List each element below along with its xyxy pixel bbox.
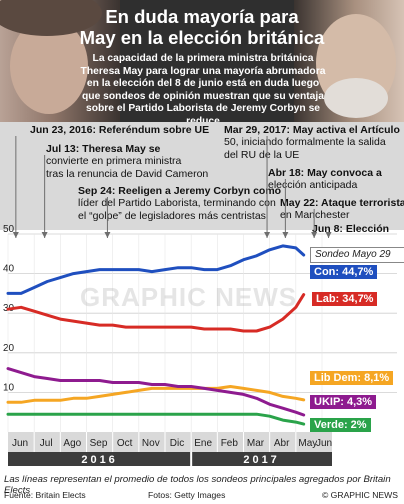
series-label-con: Con: 44,7%: [310, 265, 378, 279]
x-tick-label: Mar: [247, 438, 265, 449]
event-referendum: Jun 23, 2016: Referéndum sobre UE: [30, 124, 210, 136]
event-line: el “golpe” de legisladores más centrista…: [78, 209, 266, 222]
event-marker-arrow: [282, 232, 289, 238]
x-tick-label: Dic: [170, 438, 184, 449]
event-line: convierte en primera ministra: [46, 155, 182, 168]
x-tick-label: Jun: [12, 438, 28, 449]
brand-credit: © GRAPHIC NEWS: [321, 490, 398, 500]
event-timeline: Jun 23, 2016: Referéndum sobre UE Jul 13…: [0, 122, 404, 235]
photo-credit: Fotos: Getty Images: [148, 490, 226, 500]
x-tick-label: Nov: [142, 438, 160, 449]
event-line: en Manchester: [280, 209, 350, 222]
series-label-libdem: Lib Dem: 8,1%: [310, 371, 394, 385]
y-tick-label: 40: [3, 264, 15, 275]
event-line: 50, iniciando formalmente la salida: [224, 136, 386, 149]
x-tick-label: Abr: [274, 438, 290, 449]
event-line: Sep 24: Reeligen a Jeremy Corbyn como: [78, 185, 282, 197]
event-may-pm: Jul 13: Theresa May se convierte en prim…: [46, 143, 208, 180]
x-tick-label: Ene: [194, 438, 212, 449]
event-marker-arrow: [12, 232, 19, 238]
series-line-con: [6, 244, 306, 295]
subtitle-line: que sondeos de opinión muestran que su v…: [81, 90, 325, 102]
page-title: En duda mayoría para May en la elección …: [70, 6, 334, 48]
x-tick-label: May: [298, 438, 317, 449]
series-label-ukip: UKIP: 4,3%: [310, 395, 377, 409]
event-marker-arrow: [325, 232, 332, 238]
subtitle-line: en la elección del 8 de junio está en du…: [86, 78, 320, 89]
subtitle-line: Theresa May para lograr una mayoría abru…: [80, 65, 326, 77]
beard-shape: [324, 78, 388, 118]
event-corbyn-reelected: Sep 24: Reeligen a Jeremy Corbyn como lí…: [78, 185, 281, 222]
subtitle-line: La capacidad de la primera ministra brit…: [92, 53, 314, 64]
month-band: [8, 432, 332, 452]
x-tick-label: Jun: [316, 438, 332, 449]
x-tick-label: Sep: [90, 438, 108, 449]
subtitle: La capacidad de la primera ministra brit…: [72, 53, 334, 122]
series-label-lab: Lab: 34,7%: [312, 292, 378, 306]
year-band-2016: [8, 452, 191, 466]
event-marker-arrow: [264, 232, 271, 238]
event-line: May 22: Ataque terrorista: [280, 197, 404, 209]
theresa-may-portrait: [0, 0, 120, 122]
event-line: líder del Partido Laborista, terminando …: [78, 197, 276, 210]
event-line: Abr 18: May convoca a: [268, 167, 382, 179]
series-line-verde: [6, 412, 306, 426]
x-tick-label: Jul: [40, 438, 53, 449]
event-line: elección anticipada: [268, 179, 358, 192]
event-line: del RU de la UE: [224, 148, 300, 161]
series-line-lab: [6, 293, 306, 333]
jeremy-corbyn-portrait: [294, 0, 404, 122]
y-tick-label: 50: [3, 224, 15, 235]
year-band-2017: [192, 452, 332, 466]
chart-footnote: Las líneas representan el promedio de to…: [4, 474, 391, 496]
watermark-text: GRAPHIC NEWS: [80, 282, 298, 312]
series-line-ukip: [6, 367, 306, 417]
title-line: En duda mayoría para: [105, 6, 299, 27]
header-banner: En duda mayoría para May en la elección …: [0, 0, 404, 122]
event-line: tras la renuncia de David Cameron: [46, 167, 209, 180]
x-tick-label: Ago: [63, 438, 81, 449]
event-early-election: Abr 18: May convoca a elección anticipad…: [268, 167, 382, 192]
subtitle-line: sobre el Partido Laborista de Jeremy Cor…: [85, 103, 321, 122]
event-marker-arrow: [41, 232, 48, 238]
x-tick-label: Feb: [221, 438, 239, 449]
event-article-50: Mar 29, 2017: May activa el Artículo 50,…: [224, 124, 400, 161]
year-label: 2016: [81, 454, 117, 466]
y-tick-label: 10: [3, 382, 15, 393]
source-credit: Fuente: Britain Elects: [4, 490, 86, 500]
event-line: Jul 13: Theresa May se: [46, 143, 161, 155]
event-line: Mar 29, 2017: May activa el Artículo: [224, 124, 400, 136]
event-marker-arrow: [311, 232, 318, 238]
poll-date-label: Sondeo Mayo 29: [310, 247, 404, 263]
title-line: May en la elección británica: [79, 27, 325, 48]
year-label: 2017: [243, 454, 279, 466]
y-tick-label: 20: [3, 343, 15, 354]
series-line-lib-dem: [6, 385, 306, 404]
x-tick-label: Oct: [117, 438, 133, 449]
series-label-verde: Verde: 2%: [310, 418, 371, 432]
event-marker-arrow: [104, 232, 111, 238]
event-manchester: May 22: Ataque terrorista en Manchester: [280, 197, 404, 222]
